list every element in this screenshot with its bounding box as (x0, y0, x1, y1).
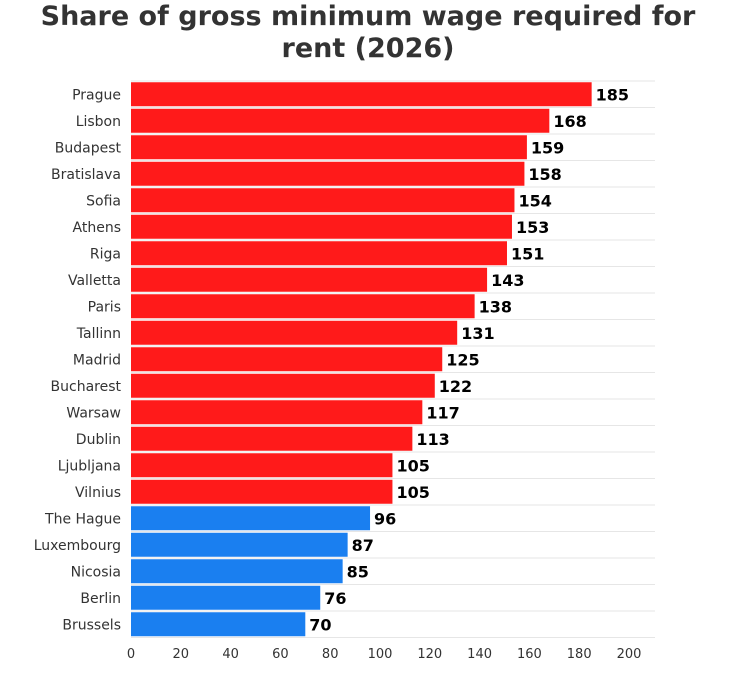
category-label: Tallinn (76, 326, 121, 342)
x-tick-label: 100 (368, 647, 393, 662)
x-tick-label: 0 (127, 647, 135, 662)
bar (131, 188, 515, 213)
category-label: Budapest (55, 140, 122, 156)
bar (131, 612, 306, 637)
category-label: Riga (90, 246, 121, 262)
category-label: Paris (88, 299, 121, 315)
category-label: Warsaw (66, 405, 121, 421)
bar (131, 320, 458, 345)
bar (131, 373, 435, 398)
bar (131, 161, 525, 186)
data-label: 153 (516, 218, 549, 237)
data-label: 185 (596, 85, 629, 104)
data-label: 158 (528, 165, 561, 184)
bar (131, 559, 343, 584)
data-label: 113 (416, 430, 449, 449)
bar (131, 506, 371, 531)
bar (131, 400, 423, 425)
data-label: 117 (426, 403, 459, 422)
bar (131, 532, 348, 557)
data-label: 138 (479, 297, 512, 316)
data-label: 85 (347, 562, 369, 581)
bar (131, 108, 550, 133)
bar (131, 585, 321, 610)
category-label: Berlin (80, 591, 121, 607)
category-label: Brussels (62, 617, 121, 633)
category-label: Vilnius (75, 485, 121, 501)
bar (131, 241, 507, 266)
x-tick-label: 20 (173, 647, 190, 662)
x-tick-label: 80 (322, 647, 339, 662)
data-label: 151 (511, 244, 544, 263)
category-label: Lisbon (76, 114, 121, 130)
bar (131, 267, 488, 292)
category-label: Madrid (73, 352, 121, 368)
category-label: Luxembourg (34, 538, 121, 554)
data-label: 70 (309, 615, 331, 634)
category-label: Sofia (86, 193, 121, 209)
bar (131, 294, 475, 319)
category-label: Ljubljana (58, 458, 121, 474)
category-label: Dublin (76, 432, 121, 448)
data-label: 87 (352, 536, 374, 555)
category-label: Bratislava (51, 167, 121, 183)
bar (131, 426, 413, 451)
bar (131, 479, 393, 504)
x-tick-label: 120 (417, 647, 442, 662)
bar (131, 214, 512, 239)
data-label: 159 (531, 138, 564, 157)
bar (131, 453, 393, 478)
x-tick-label: 200 (617, 647, 642, 662)
data-label: 122 (439, 377, 472, 396)
data-label: 143 (491, 271, 524, 290)
x-tick-label: 180 (567, 647, 592, 662)
data-label: 125 (446, 350, 479, 369)
x-tick-label: 140 (467, 647, 492, 662)
category-label: Bucharest (51, 379, 122, 395)
bar (131, 82, 592, 107)
category-label: Athens (73, 220, 121, 236)
category-label: The Hague (44, 511, 121, 527)
bar (131, 135, 527, 160)
data-label: 154 (518, 191, 551, 210)
data-label: 168 (553, 112, 586, 131)
chart-title-line-1: Share of gross minimum wage required for (40, 1, 696, 32)
x-tick-label: 60 (272, 647, 289, 662)
category-label: Valletta (68, 273, 121, 289)
category-label: Prague (72, 87, 121, 103)
bar (131, 347, 443, 372)
category-label: Nicosia (71, 564, 121, 580)
data-label: 131 (461, 324, 494, 343)
data-label: 96 (374, 509, 396, 528)
chart-title-line-2: rent (2026) (281, 33, 455, 64)
data-label: 105 (396, 483, 429, 502)
x-tick-label: 160 (517, 647, 542, 662)
data-label: 105 (396, 456, 429, 475)
chart-title: Share of gross minimum wage required for… (0, 0, 736, 65)
data-label: 76 (324, 589, 346, 608)
x-tick-label: 40 (222, 647, 239, 662)
